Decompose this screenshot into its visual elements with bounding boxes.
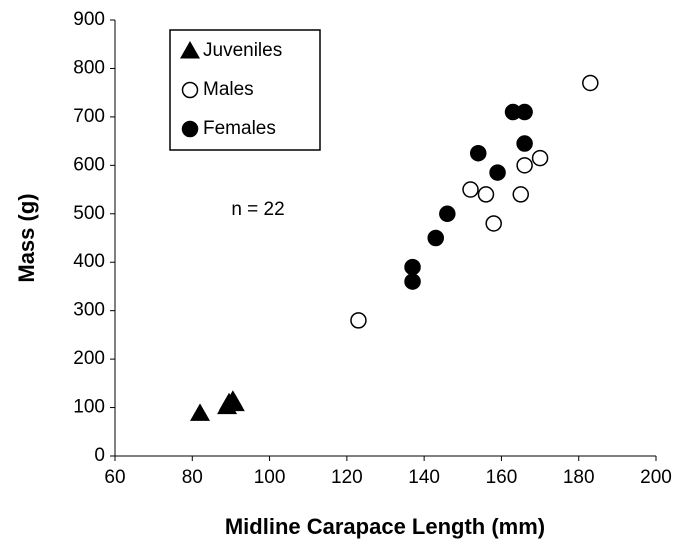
open-circle-marker — [350, 312, 367, 329]
circle-marker — [404, 258, 421, 276]
legend-marker — [181, 81, 199, 99]
legend-marker — [180, 41, 200, 59]
circle-marker — [516, 135, 533, 152]
x-tick-label: 60 — [104, 467, 125, 488]
open-circle-marker — [582, 74, 599, 92]
circle-marker — [516, 103, 533, 121]
open-circle-marker — [531, 149, 549, 167]
legend-label: Females — [203, 118, 276, 139]
open-circle-marker — [477, 186, 495, 203]
y-tick-label: 600 — [73, 154, 105, 175]
legend-label: Juveniles — [203, 40, 282, 61]
y-tick-label: 800 — [73, 57, 105, 78]
x-tick-label: 200 — [640, 467, 672, 488]
circle-marker — [427, 229, 444, 247]
open-circle-marker — [516, 157, 533, 174]
legend-marker — [181, 120, 199, 138]
y-tick-label: 300 — [73, 300, 105, 321]
y-tick-label: 700 — [73, 106, 105, 127]
open-circle-marker — [512, 186, 529, 203]
y-tick-label: 900 — [73, 9, 105, 30]
circle-marker — [469, 144, 487, 162]
y-axis-title: Mass (g) — [14, 193, 39, 282]
x-tick-label: 180 — [563, 467, 595, 488]
circle-marker — [489, 164, 506, 181]
circle-marker — [404, 273, 421, 290]
legend-label: Males — [203, 79, 254, 100]
annotation: n = 22 — [231, 199, 284, 220]
x-tick-label: 160 — [486, 467, 518, 488]
x-axis-title: Midline Carapace Length (mm) — [225, 514, 545, 539]
triangle-marker — [190, 403, 211, 421]
triangle-marker — [224, 393, 245, 412]
y-tick-label: 100 — [73, 397, 105, 418]
y-tick-label: 400 — [73, 251, 105, 272]
circle-marker — [439, 205, 456, 223]
y-tick-label: 0 — [94, 445, 105, 466]
open-circle-marker — [462, 181, 479, 198]
x-tick-label: 80 — [182, 467, 203, 488]
y-tick-label: 200 — [73, 348, 105, 369]
y-tick-label: 500 — [73, 203, 105, 224]
x-tick-label: 120 — [331, 467, 363, 488]
x-tick-label: 100 — [254, 467, 286, 488]
open-circle-marker — [485, 215, 502, 232]
x-tick-label: 140 — [408, 467, 440, 488]
